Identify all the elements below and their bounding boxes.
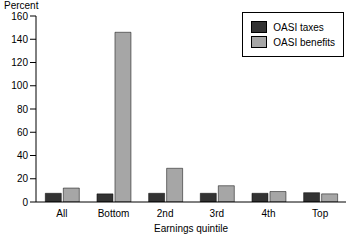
svg-text:Bottom: Bottom bbox=[98, 208, 130, 219]
svg-text:4th: 4th bbox=[262, 208, 276, 219]
svg-text:140: 140 bbox=[11, 34, 28, 45]
svg-text:0: 0 bbox=[22, 197, 28, 208]
svg-text:40: 40 bbox=[17, 150, 29, 161]
html-text:Percent: Percent bbox=[4, 0, 39, 11]
svg-text:160: 160 bbox=[11, 11, 28, 22]
svg-text:20: 20 bbox=[17, 173, 29, 184]
svg-text:2nd: 2nd bbox=[157, 208, 174, 219]
svg-text:60: 60 bbox=[17, 127, 29, 138]
svg-text:100: 100 bbox=[11, 80, 28, 91]
svg-text:80: 80 bbox=[17, 104, 29, 115]
svg-text:Earnings quintile: Earnings quintile bbox=[154, 223, 228, 234]
svg-text:All: All bbox=[56, 208, 67, 219]
html-text:OASI taxes: OASI taxes bbox=[273, 21, 324, 33]
svg-text:Top: Top bbox=[312, 208, 329, 219]
svg-text:120: 120 bbox=[11, 57, 28, 68]
html-text:OASI benefits: OASI benefits bbox=[273, 36, 335, 48]
svg-text:3rd: 3rd bbox=[210, 208, 224, 219]
